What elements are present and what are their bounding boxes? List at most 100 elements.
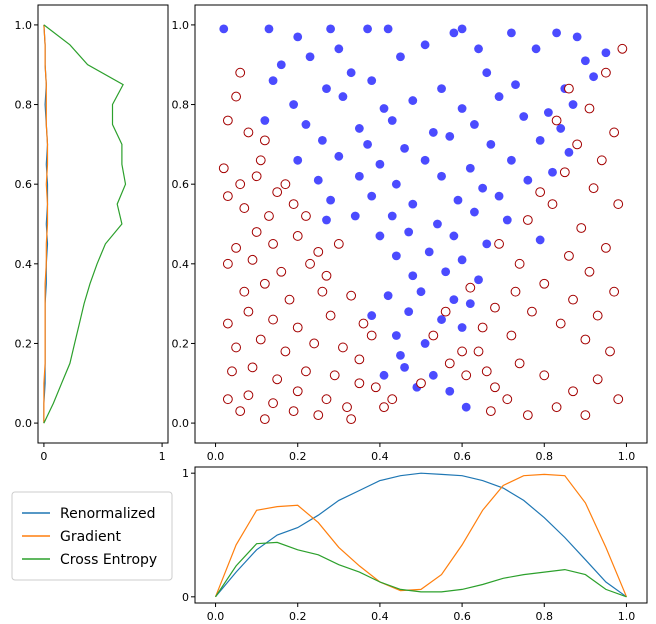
main-xtick-label: 0.8 [536, 450, 554, 463]
scatter-point-filled [457, 24, 467, 34]
scatter-point-filled [305, 52, 315, 62]
scatter-point-filled [470, 120, 479, 129]
scatter-point-filled [601, 48, 611, 58]
scatter-point-open [346, 290, 357, 301]
scatter-point-open [301, 211, 311, 221]
scatter-point-open [490, 382, 500, 393]
scatter-point-filled [457, 104, 467, 113]
scatter-point-filled [507, 28, 516, 38]
scatter-point-open [235, 179, 246, 190]
scatter-point-open [387, 394, 398, 405]
scatter-point-open [276, 266, 287, 277]
scatter-point-open [473, 346, 484, 357]
scatter-point-open [292, 231, 303, 241]
scatter-point-open [522, 215, 533, 225]
legend-label-renormalized: Renormalized [60, 506, 156, 522]
scatter-point-filled [334, 151, 344, 161]
scatter-point-open [592, 310, 603, 321]
scatter-point-open [313, 246, 324, 257]
scatter-point-open [264, 211, 274, 221]
scatter-point-filled [326, 24, 335, 34]
scatter-point-filled [404, 227, 414, 237]
scatter-point-filled [445, 386, 455, 396]
scatter-point-open [251, 227, 262, 237]
scatter-point-filled [396, 52, 405, 62]
scatter-point-open [617, 43, 628, 54]
scatter-point-filled [449, 295, 459, 305]
scatter-point-filled [482, 239, 492, 249]
left-ytick-label: 0.0 [15, 417, 33, 430]
scatter-point-open [461, 370, 472, 381]
scatter-point-open [477, 322, 488, 333]
scatter-point-open [551, 402, 562, 413]
scatter-point-open [514, 258, 525, 269]
scatter-point-open [305, 258, 315, 269]
scatter-point-open [284, 294, 295, 305]
scatter-point-filled [383, 291, 393, 301]
scatter-point-open [568, 386, 578, 397]
scatter-point-open [485, 406, 496, 417]
scatter-point-filled [383, 24, 393, 34]
main-ytick-label: 1.0 [172, 19, 190, 32]
scatter-point-filled [400, 143, 409, 153]
scatter-point-filled [379, 104, 389, 113]
scatter-point-filled [465, 299, 475, 309]
scatter-point-open [494, 239, 504, 249]
main-xtick-label: 0.0 [207, 450, 225, 463]
scatter-point-open [259, 278, 270, 289]
scatter-point-open [535, 187, 546, 198]
bottom-xtick-label: 1.0 [618, 610, 636, 623]
scatter-point-open [379, 402, 389, 413]
scatter-point-filled [465, 163, 475, 173]
scatter-point-open [231, 91, 241, 102]
scatter-point-open [613, 394, 624, 405]
scatter-point-open [292, 322, 303, 333]
scatter-point-filled [457, 255, 467, 265]
scatter-point-filled [474, 44, 483, 54]
scatter-point-open [321, 270, 332, 281]
scatter-point-open [268, 239, 278, 249]
scatter-point-open [239, 203, 250, 213]
bottom-xtick-label: 0.2 [289, 610, 307, 623]
scatter-point-open [288, 199, 299, 209]
scatter-point-open [490, 302, 500, 313]
scatter-point-open [325, 310, 336, 321]
scatter-point-filled [391, 179, 401, 189]
scatter-point-filled [580, 56, 590, 66]
scatter-point-open [609, 127, 620, 138]
scatter-point-open [268, 398, 278, 409]
scatter-point-open [280, 346, 291, 357]
scatter-point-filled [367, 311, 377, 320]
scatter-point-filled [404, 307, 414, 316]
scatter-point-filled [511, 80, 520, 90]
scatter-point-open [309, 338, 320, 349]
scatter-point-open [346, 414, 357, 425]
main-xtick-label: 1.0 [618, 450, 636, 463]
scatter-point-filled [301, 120, 311, 129]
scatter-point-filled [219, 24, 229, 34]
scatter-point-filled [322, 215, 331, 225]
left-ytick-label: 0.2 [15, 337, 33, 350]
scatter-point-open [584, 103, 595, 114]
scatter-point-filled [354, 124, 364, 133]
scatter-point-open [301, 366, 311, 377]
left-line-cross-entropy [43, 24, 127, 424]
scatter-point-open [247, 362, 258, 373]
scatter-point-filled [375, 231, 385, 241]
scatter-point-filled [531, 44, 541, 54]
scatter-point-filled [264, 24, 274, 34]
scatter-point-open [239, 286, 250, 297]
scatter-point-open [243, 306, 254, 317]
left-axes: 0 1 0.0 0.2 0.4 0.6 0.8 1.0 [15, 19, 166, 463]
bottom-ytick-label: 0 [182, 591, 189, 604]
scatter-point-filled [507, 155, 516, 165]
scatter-point-open [222, 318, 233, 329]
bottom-line-gradient [214, 473, 628, 598]
scatter-point-filled [543, 108, 553, 117]
scatter-point-filled [564, 147, 574, 157]
scatter-point-filled [424, 247, 434, 257]
scatter-point-open [218, 163, 229, 174]
main-axes: 0.0 0.2 0.4 0.6 0.8 1.0 0.0 0.2 0.4 0.6 0.8 1.0 [172, 19, 636, 463]
scatter-point-filled [391, 251, 401, 261]
scatter-point-open [251, 171, 262, 182]
